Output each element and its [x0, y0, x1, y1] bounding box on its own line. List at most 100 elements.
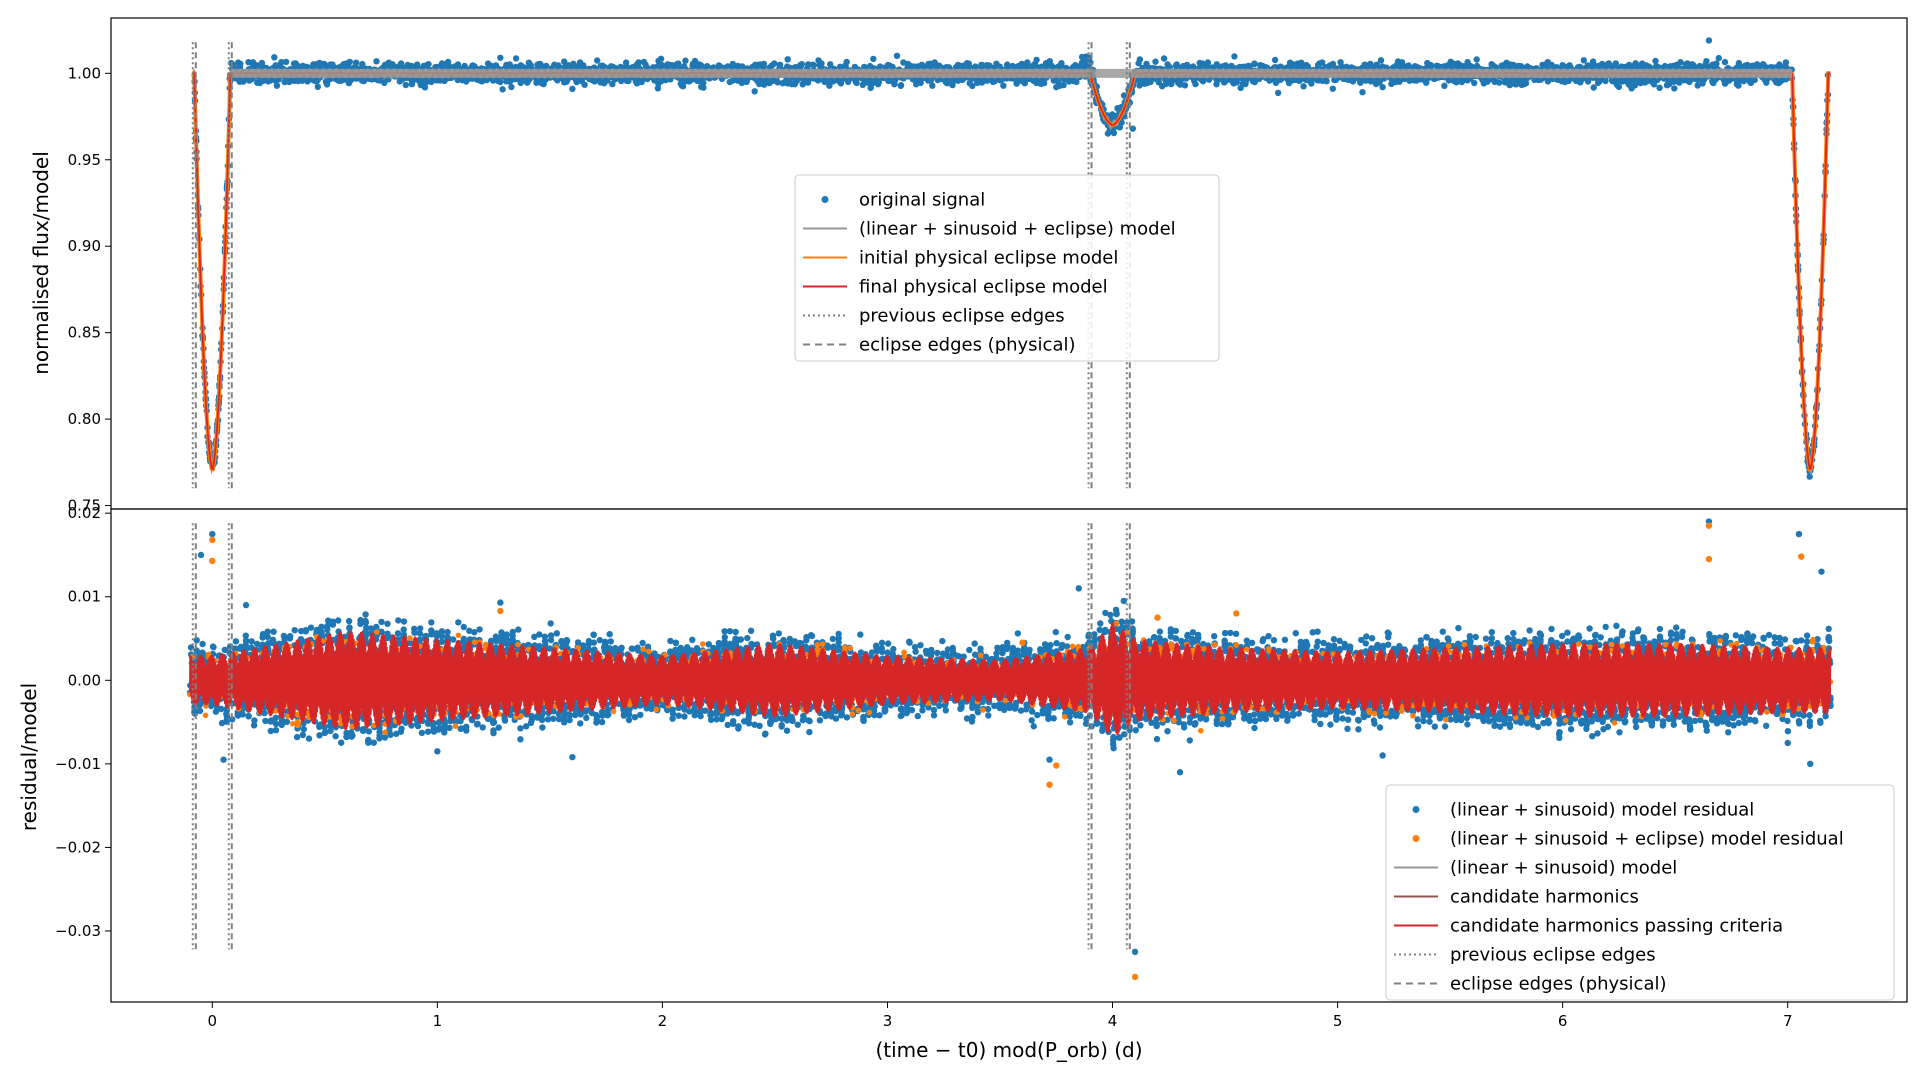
- data-point: [827, 61, 834, 68]
- data-point: [1746, 78, 1754, 85]
- data-point: [249, 63, 257, 70]
- data-point: [785, 77, 792, 84]
- data-point: [814, 76, 821, 83]
- data-point: [299, 77, 306, 84]
- data-point: [1231, 53, 1238, 60]
- data-point: [1749, 62, 1756, 69]
- data-point: [1629, 76, 1637, 84]
- data-point: [1539, 61, 1546, 69]
- data-point: [809, 61, 817, 68]
- data-point: [1073, 78, 1080, 86]
- data-point: [1612, 60, 1620, 67]
- data-point: [1602, 77, 1609, 85]
- data-point: [512, 55, 520, 62]
- data-point: [272, 62, 279, 69]
- data-point: [1782, 59, 1790, 66]
- data-point: [654, 85, 662, 92]
- data-point: [1715, 54, 1723, 62]
- data-point: [1629, 63, 1637, 70]
- data-point: [527, 62, 534, 69]
- data-point: [602, 77, 609, 84]
- data-point: [1135, 60, 1142, 67]
- data-point: [1181, 82, 1189, 89]
- data-point: [577, 76, 584, 84]
- data-point: [1030, 62, 1037, 69]
- data-point: [784, 63, 791, 70]
- data-point: [323, 81, 331, 88]
- data-point: [373, 58, 380, 65]
- data-point: [1205, 76, 1213, 83]
- data-point: [1684, 60, 1691, 67]
- data-point: [1686, 77, 1694, 84]
- data-point: [1447, 58, 1454, 65]
- data-point: [1454, 60, 1462, 67]
- data-point: [561, 58, 568, 65]
- data-point: [622, 59, 630, 66]
- data-point: [594, 57, 601, 64]
- data-point: [726, 78, 733, 86]
- data-point: [1372, 80, 1380, 87]
- data-point: [352, 59, 360, 66]
- data-point: [893, 52, 901, 59]
- data-point: [1037, 80, 1045, 88]
- data-point: [1721, 80, 1729, 87]
- data-point: [499, 86, 506, 93]
- data-point: [1625, 81, 1633, 88]
- data-point: [1519, 78, 1526, 86]
- data-point: [1590, 84, 1597, 91]
- data-point: [1648, 78, 1656, 86]
- data-point: [1673, 61, 1680, 69]
- data-point: [1120, 92, 1128, 99]
- data-point: [538, 79, 545, 87]
- data-point: [843, 58, 850, 66]
- data-point: [776, 61, 784, 68]
- data-point: [1565, 76, 1572, 83]
- data-point: [570, 60, 577, 67]
- data-point: [1713, 60, 1720, 67]
- data-point: [635, 59, 642, 66]
- data-point: [282, 58, 290, 66]
- data-point: [1020, 77, 1027, 85]
- data-point: [734, 77, 741, 84]
- data-point: [1702, 61, 1709, 69]
- data-point: [245, 59, 252, 66]
- data-point: [1141, 80, 1148, 87]
- data-point: [1359, 89, 1366, 96]
- data-point: [551, 61, 558, 68]
- data-point: [386, 62, 394, 69]
- data-point: [271, 54, 278, 61]
- data-point: [1671, 85, 1678, 92]
- data-point: [1806, 473, 1813, 480]
- data-point: [818, 60, 825, 67]
- data-point: [700, 79, 707, 87]
- data-point: [281, 78, 288, 86]
- data-point: [1251, 60, 1258, 68]
- data-point: [1496, 79, 1503, 86]
- data-point: [1735, 59, 1743, 67]
- data-point: [396, 78, 403, 85]
- data-point: [859, 81, 866, 89]
- data-point: [1670, 76, 1677, 84]
- data-point: [1580, 57, 1588, 64]
- data-point: [314, 83, 321, 91]
- data-point: [1314, 61, 1322, 69]
- data-point: [424, 61, 431, 68]
- data-point: [798, 60, 805, 68]
- data-point: [680, 63, 688, 70]
- data-point: [876, 63, 884, 71]
- data-point: [490, 76, 498, 84]
- data-point: [1274, 89, 1282, 97]
- data-point: [618, 77, 625, 85]
- data-point: [784, 56, 791, 63]
- data-point: [1308, 80, 1315, 87]
- data-point: [667, 61, 674, 69]
- data-point: [913, 81, 920, 88]
- data-point: [1196, 59, 1203, 67]
- data-point: [1337, 59, 1344, 66]
- data-point: [598, 63, 605, 70]
- data-point: [655, 57, 662, 65]
- data-point: [421, 84, 429, 91]
- data-point: [1471, 79, 1478, 87]
- data-point: [497, 78, 504, 86]
